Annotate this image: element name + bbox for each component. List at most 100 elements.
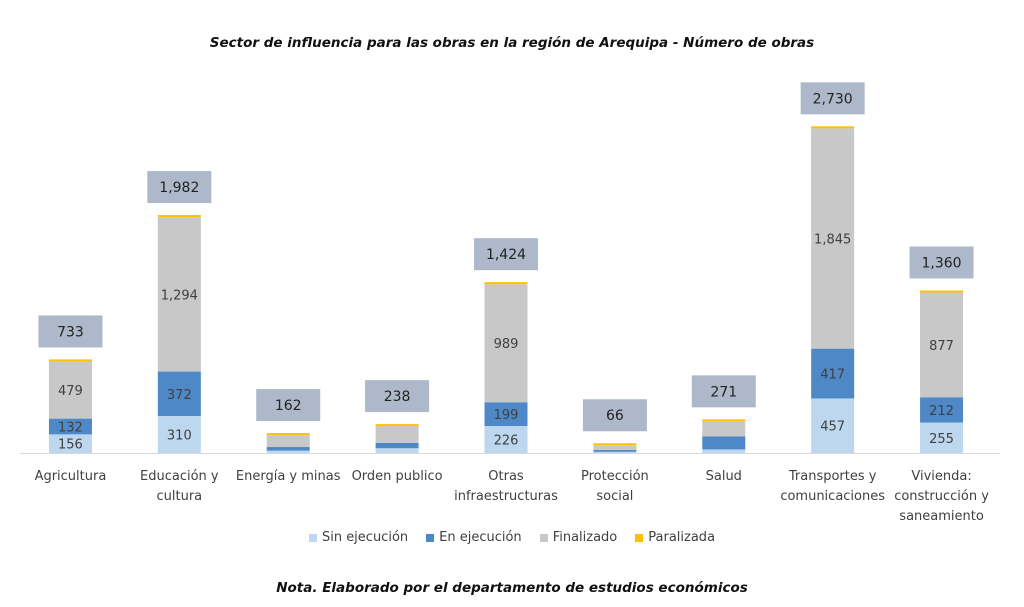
bar-segment-2-7 bbox=[811, 128, 855, 349]
legend: Sin ejecución En ejecución Finalizado Paral… bbox=[0, 530, 1024, 545]
segment-data-label: 255 bbox=[929, 432, 954, 447]
x-tick-label: Transportes y bbox=[788, 469, 877, 484]
segment-data-label: 417 bbox=[820, 368, 845, 383]
bar-segment-0-8 bbox=[920, 422, 964, 453]
bar-segment-3-7 bbox=[811, 126, 855, 129]
segment-data-label: 310 bbox=[167, 428, 192, 443]
total-data-label: 238 bbox=[384, 389, 411, 405]
legend-item: En ejecución bbox=[426, 530, 522, 545]
bar-segment-2-3 bbox=[375, 426, 419, 443]
bar-segment-1-6 bbox=[702, 436, 746, 450]
total-data-label: 1,360 bbox=[922, 256, 962, 272]
total-label-box bbox=[800, 82, 865, 115]
bar-segment-1-5 bbox=[593, 450, 637, 452]
bar-segment-0-7 bbox=[811, 398, 855, 453]
segment-data-label: 1,845 bbox=[814, 232, 851, 247]
bar-segment-2-5 bbox=[593, 445, 637, 451]
legend-label: En ejecución bbox=[439, 530, 522, 545]
bar-segment-0-0 bbox=[48, 434, 92, 453]
legend-item: Paralizada bbox=[635, 530, 715, 545]
legend-swatch bbox=[426, 533, 435, 542]
x-tick-label: Educación y bbox=[140, 469, 219, 484]
bar-segment-1-0 bbox=[48, 418, 92, 435]
total-data-label: 2,730 bbox=[813, 91, 853, 107]
total-data-label: 271 bbox=[710, 384, 737, 400]
total-label-box bbox=[256, 389, 321, 422]
bar-segment-3-0 bbox=[48, 359, 92, 362]
x-tick-label: saneamiento bbox=[899, 509, 984, 524]
total-data-label: 1,982 bbox=[159, 180, 199, 196]
bar-segment-0-4 bbox=[484, 426, 528, 453]
bar-segment-2-8 bbox=[920, 292, 964, 398]
bar-segment-3-2 bbox=[266, 433, 310, 436]
bar-segment-3-8 bbox=[920, 290, 964, 293]
bar-segment-3-3 bbox=[375, 424, 419, 427]
x-tick-label: Otras bbox=[488, 469, 524, 484]
segment-data-label: 132 bbox=[58, 420, 83, 435]
total-label-box bbox=[147, 171, 212, 204]
total-label-box bbox=[474, 238, 538, 271]
bar-segment-2-4 bbox=[484, 284, 528, 403]
x-tick-label: infraestructuras bbox=[454, 489, 558, 504]
bar-segment-3-6 bbox=[702, 419, 746, 422]
total-data-label: 162 bbox=[275, 398, 302, 414]
x-tick-label: cultura bbox=[157, 489, 203, 504]
segment-data-label: 479 bbox=[58, 384, 83, 399]
bar-segment-3-4 bbox=[484, 282, 528, 285]
legend-swatch bbox=[308, 533, 317, 542]
legend-item: Finalizado bbox=[539, 530, 618, 545]
total-label-box bbox=[691, 375, 756, 408]
x-tick-label: Agricultura bbox=[35, 469, 107, 484]
total-label-box bbox=[365, 380, 430, 413]
segment-data-label: 1,294 bbox=[161, 288, 198, 303]
legend-label: Paralizada bbox=[648, 530, 716, 545]
bar-segment-0-1 bbox=[157, 415, 201, 453]
x-tick-label: Energía y minas bbox=[236, 469, 341, 484]
segment-data-label: 877 bbox=[929, 339, 954, 354]
bar-segment-1-8 bbox=[920, 397, 964, 423]
legend-label: Sin ejecución bbox=[321, 530, 409, 545]
bar-segment-2-0 bbox=[48, 361, 92, 419]
bar-segment-3-1 bbox=[157, 215, 201, 218]
x-tick-label: comunicaciones bbox=[780, 489, 885, 504]
chart-title: Sector de influencia para las obras en l… bbox=[209, 35, 815, 51]
bar-segment-1-1 bbox=[157, 371, 201, 416]
total-label-box bbox=[909, 246, 974, 279]
total-data-label: 1,424 bbox=[486, 247, 526, 263]
total-label-box bbox=[582, 399, 647, 432]
x-tick-label: construcción y bbox=[894, 489, 989, 504]
segment-data-label: 199 bbox=[494, 408, 519, 423]
bar-segment-1-7 bbox=[811, 348, 855, 399]
x-tick-label: Orden publico bbox=[352, 469, 443, 484]
bar-segment-1-3 bbox=[375, 442, 419, 449]
bar-segment-3-5 bbox=[593, 443, 637, 446]
segment-data-label: 212 bbox=[929, 404, 954, 419]
segment-data-label: 989 bbox=[494, 337, 519, 352]
bar-segment-0-5 bbox=[593, 451, 637, 453]
bar-segment-2-2 bbox=[266, 435, 310, 448]
segment-data-label: 156 bbox=[58, 438, 83, 453]
legend-label: Finalizado bbox=[552, 530, 618, 545]
segment-data-label: 226 bbox=[494, 434, 519, 449]
x-tick-label: Salud bbox=[706, 469, 742, 484]
bar-segment-2-6 bbox=[702, 421, 746, 437]
total-label-box bbox=[38, 315, 103, 348]
total-data-label: 66 bbox=[606, 408, 624, 424]
x-tick-label: Protección bbox=[581, 469, 649, 484]
bar-segment-0-6 bbox=[702, 449, 746, 453]
bar-segment-2-1 bbox=[157, 217, 201, 372]
bar-segment-1-2 bbox=[266, 447, 310, 451]
bar-segment-1-4 bbox=[484, 402, 528, 427]
segment-data-label: 457 bbox=[820, 420, 845, 435]
bar-segment-0-3 bbox=[375, 448, 419, 453]
total-data-label: 733 bbox=[57, 324, 84, 340]
legend-swatch bbox=[539, 533, 548, 542]
segment-data-label: 372 bbox=[167, 388, 192, 403]
bar-segment-0-2 bbox=[266, 450, 310, 453]
x-tick-label: Vivienda: bbox=[911, 469, 971, 484]
legend-swatch bbox=[635, 533, 644, 542]
legend-item: Sin ejecución bbox=[308, 530, 409, 545]
chart-note: Nota. Elaborado por el departamento de e… bbox=[276, 580, 748, 596]
x-tick-label: social bbox=[596, 489, 633, 504]
